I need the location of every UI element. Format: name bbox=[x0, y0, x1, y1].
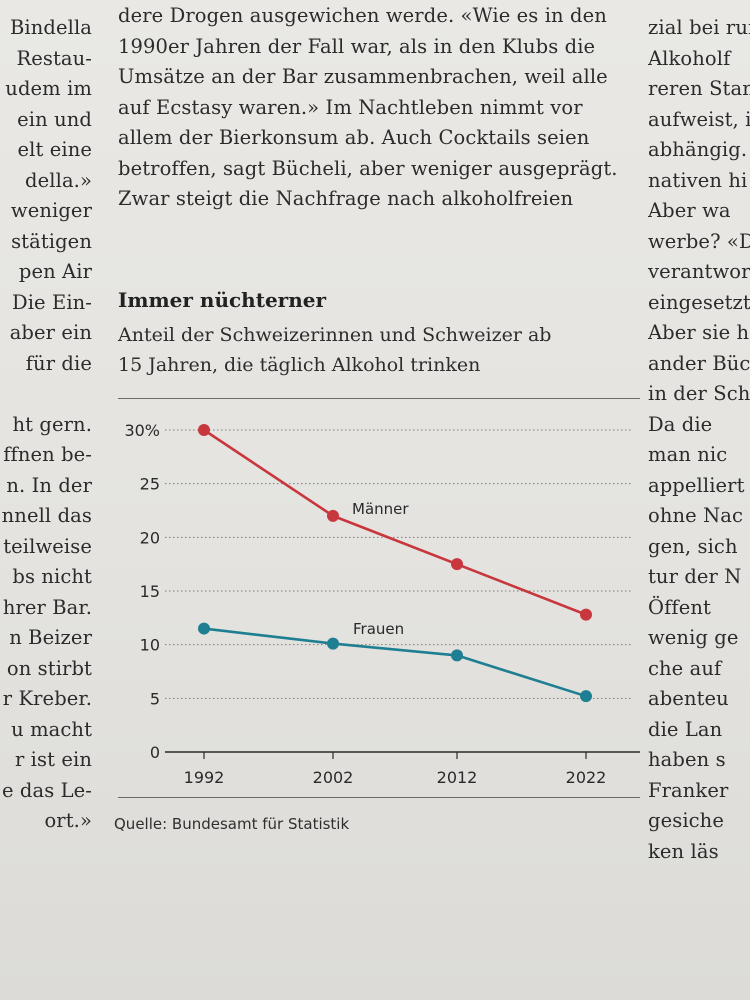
chart-source: Quelle: Bundesamt für Statistik bbox=[114, 815, 350, 833]
left-column-line: e das Le- bbox=[1, 778, 92, 802]
left-column-line: Bindella bbox=[9, 16, 92, 39]
left-column-line: n. In der bbox=[6, 473, 92, 497]
middle-column-line: Umsätze an der Bar zusammenbrachen, weil… bbox=[118, 65, 608, 88]
chart-subtitle-line-1: Anteil der Schweizerinnen und Schweizer … bbox=[118, 324, 552, 346]
y-tick-label: 25 bbox=[140, 475, 160, 494]
right-article-column: zial bei run Alkoholf reren Stan aufweist, … bbox=[648, 13, 750, 867]
y-tick-label: 10 bbox=[140, 636, 160, 655]
left-column-line: für die bbox=[25, 351, 92, 375]
right-column-line: Franker bbox=[648, 778, 729, 802]
right-column-line: die Lan bbox=[648, 717, 723, 741]
right-column-line: nativen hi bbox=[648, 168, 748, 192]
right-column-line: gesiche bbox=[648, 809, 724, 832]
chart-subtitle: Anteil der Schweizerinnen und Schweizer … bbox=[118, 320, 638, 380]
left-column-line: nnell das bbox=[1, 504, 92, 527]
data-point-frauen bbox=[451, 649, 463, 662]
middle-column-line: auf Ecstasy waren.» Im Nachtleben nimmt … bbox=[118, 95, 583, 119]
left-column-line: teilweise bbox=[3, 534, 92, 558]
x-tick-label: 1992 bbox=[184, 768, 225, 787]
right-column-line: wenig ge bbox=[648, 626, 739, 649]
right-column-line: abenteu bbox=[648, 687, 729, 710]
right-column-line: abhängig. bbox=[648, 138, 748, 161]
right-column-line: Alkoholf bbox=[648, 46, 731, 70]
y-tick-label: 20 bbox=[140, 528, 160, 547]
chart-bottom-rule bbox=[118, 797, 640, 798]
chart-top-rule bbox=[118, 398, 640, 399]
right-column-line: man nic bbox=[648, 443, 728, 466]
right-column-line: reren Stan bbox=[648, 77, 750, 100]
left-column-line: n Beizer bbox=[9, 626, 92, 649]
right-column-line: che auf bbox=[648, 656, 722, 680]
middle-column-line: allem der Bierkonsum ab. Auch Cocktails … bbox=[118, 126, 590, 149]
left-column-line: udem im bbox=[5, 77, 92, 100]
data-point-frauen bbox=[327, 637, 339, 650]
right-column-line: Aber sie h bbox=[648, 321, 750, 344]
right-column-line: gen, sich bbox=[648, 534, 738, 558]
middle-article-text: dere Drogen ausgewichen werde. «Wie es i… bbox=[118, 1, 623, 215]
data-point-maenner bbox=[580, 608, 592, 621]
y-tick-label: 30% bbox=[124, 421, 160, 440]
left-column-line: bs nicht bbox=[12, 565, 92, 588]
left-column-line: ein und bbox=[17, 107, 92, 131]
y-tick-label: 5 bbox=[150, 689, 160, 708]
data-point-maenner bbox=[198, 424, 210, 436]
right-column-line: ander Büc bbox=[648, 351, 750, 375]
middle-column-line: betroffen, sagt Bücheli, aber weniger au… bbox=[118, 156, 618, 180]
left-column-line: hrer Bar. bbox=[2, 595, 92, 619]
right-column-line: in der Sch bbox=[648, 382, 750, 405]
left-column-line: ffnen be- bbox=[3, 443, 92, 466]
left-column-line: aber ein bbox=[9, 321, 92, 344]
series-label-frauen: Frauen bbox=[353, 620, 404, 638]
left-column-line: u macht bbox=[11, 717, 92, 741]
middle-column-line: dere Drogen ausgewichen werde. «Wie es i… bbox=[118, 4, 607, 27]
x-tick-label: 2002 bbox=[313, 768, 354, 787]
left-column-line: r ist ein bbox=[14, 748, 92, 771]
right-column-line: werbe? «D bbox=[648, 229, 750, 253]
left-column-line: pen Air bbox=[18, 260, 92, 283]
series-label-maenner: Männer bbox=[352, 500, 409, 518]
left-column-line: Die Ein- bbox=[11, 290, 92, 314]
chart-subtitle-line-2: 15 Jahren, die täglich Alkohol trinken bbox=[118, 354, 481, 376]
right-column-line: eingesetzt bbox=[648, 290, 750, 314]
right-column-line: Aber wa bbox=[648, 199, 731, 222]
data-point-maenner bbox=[451, 558, 463, 571]
data-point-maenner bbox=[327, 509, 339, 522]
series-line-maenner bbox=[203, 428, 587, 616]
x-tick-label: 2012 bbox=[437, 768, 478, 787]
chart-title: Immer nüchterner bbox=[118, 288, 327, 312]
left-column-line: r Kreber. bbox=[2, 687, 92, 710]
right-column-line: Öffent bbox=[648, 595, 711, 619]
middle-column-line: 1990er Jahren der Fall war, als in den K… bbox=[118, 34, 596, 58]
right-column-line: ken läs bbox=[648, 839, 719, 863]
data-point-frauen bbox=[198, 622, 210, 635]
series-line-frauen bbox=[203, 627, 587, 698]
left-column-line: elt eine bbox=[17, 138, 92, 161]
left-article-column: Bindella Restau-udem im ein und elt eine del… bbox=[0, 13, 92, 837]
left-column-line: Restau- bbox=[16, 46, 92, 70]
right-column-line: Da die bbox=[648, 412, 713, 436]
right-column-line: haben s bbox=[648, 748, 726, 771]
data-point-frauen bbox=[580, 690, 592, 703]
left-column-line: on stirbt bbox=[6, 656, 92, 680]
right-column-line: verantwor bbox=[648, 260, 750, 283]
left-column-line: ht gern. bbox=[12, 412, 92, 436]
right-column-line: appelliert bbox=[648, 473, 745, 497]
x-tick-label: 2022 bbox=[566, 768, 607, 787]
right-column-line: zial bei run bbox=[648, 16, 750, 39]
left-column-line: stätigen bbox=[11, 229, 92, 253]
right-column-line: aufweist, is bbox=[648, 107, 750, 131]
y-tick-label: 0 bbox=[150, 743, 160, 762]
right-column-line: tur der N bbox=[648, 565, 742, 588]
left-column-line: ort.» bbox=[44, 809, 92, 832]
middle-column-line: Zwar steigt die Nachfrage nach alkoholfr… bbox=[118, 187, 574, 210]
left-column-line: weniger bbox=[10, 199, 92, 222]
right-column-line: ohne Nac bbox=[648, 504, 744, 527]
y-tick-label: 15 bbox=[140, 582, 160, 601]
left-column-line: della.» bbox=[25, 168, 92, 192]
